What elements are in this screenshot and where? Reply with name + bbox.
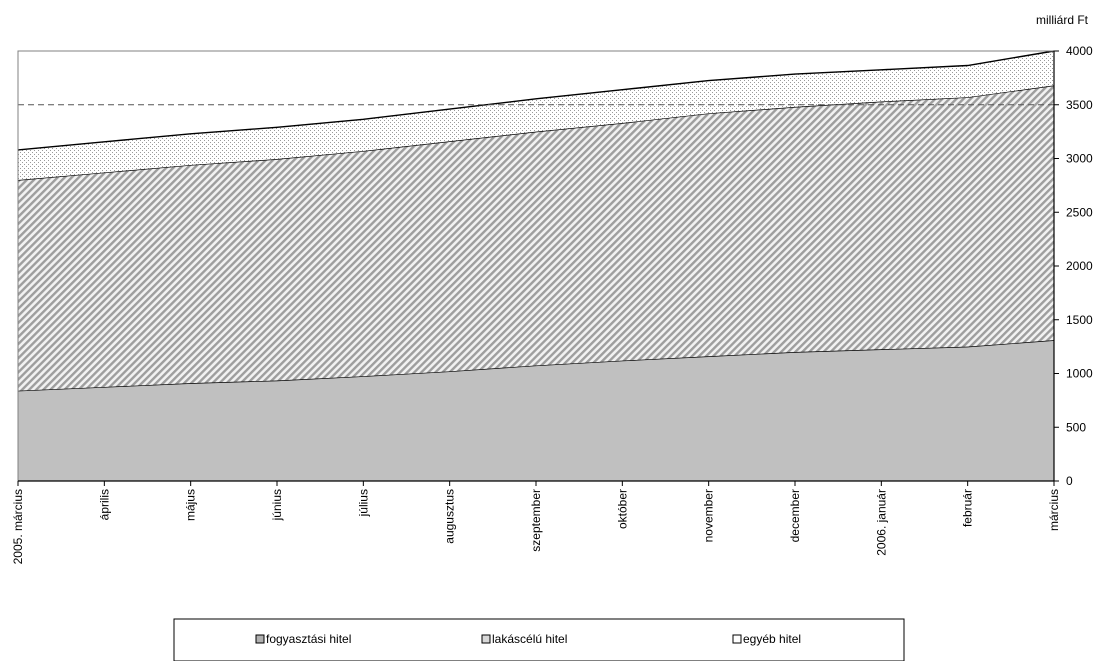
legend-swatch-2 xyxy=(481,634,491,644)
legend-box xyxy=(173,618,905,661)
x-tick-label: december xyxy=(788,489,802,542)
area-3 xyxy=(18,51,1054,180)
legend-swatch-3 xyxy=(732,634,742,644)
legend-label-2: lakáscélú hitel xyxy=(492,632,567,646)
legend-swatch-1 xyxy=(255,634,265,644)
y-tick-label: 1000 xyxy=(1066,367,1093,381)
x-tick-label: szeptember xyxy=(529,489,543,552)
x-tick-label: július xyxy=(356,489,370,517)
x-tick-label: 2005. március xyxy=(11,489,25,564)
legend-label-1: fogyasztási hitel xyxy=(266,632,351,646)
x-tick-label: 2006. január xyxy=(874,489,888,556)
x-tick-label: február xyxy=(961,489,975,527)
legend-label-3: egyéb hitel xyxy=(743,632,801,646)
x-tick-label: május xyxy=(184,489,198,521)
x-tick-label: március xyxy=(1047,489,1061,531)
x-tick-label: június xyxy=(270,489,284,521)
legend: fogyasztási hitel lakáscélú hitel egyéb hi… xyxy=(173,618,905,661)
y-tick-label: 4000 xyxy=(1066,44,1093,58)
area-2 xyxy=(18,85,1054,391)
x-tick-label: október xyxy=(615,489,629,529)
y-tick-label: 1500 xyxy=(1066,313,1093,327)
x-tick-label: november xyxy=(702,489,716,542)
x-tick-label: április xyxy=(97,489,111,520)
y-tick-label: 500 xyxy=(1066,420,1086,434)
unit-label: milliárd Ft xyxy=(1036,13,1089,27)
y-tick-label: 2500 xyxy=(1066,205,1093,219)
area-1 xyxy=(18,340,1054,481)
y-tick-label: 3000 xyxy=(1066,152,1093,166)
y-tick-label: 3500 xyxy=(1066,98,1093,112)
series-line-3 xyxy=(17,50,1055,151)
y-tick-label: 0 xyxy=(1066,474,1073,488)
x-tick-label: augusztus xyxy=(443,489,457,544)
y-tick-label: 2000 xyxy=(1066,259,1093,273)
